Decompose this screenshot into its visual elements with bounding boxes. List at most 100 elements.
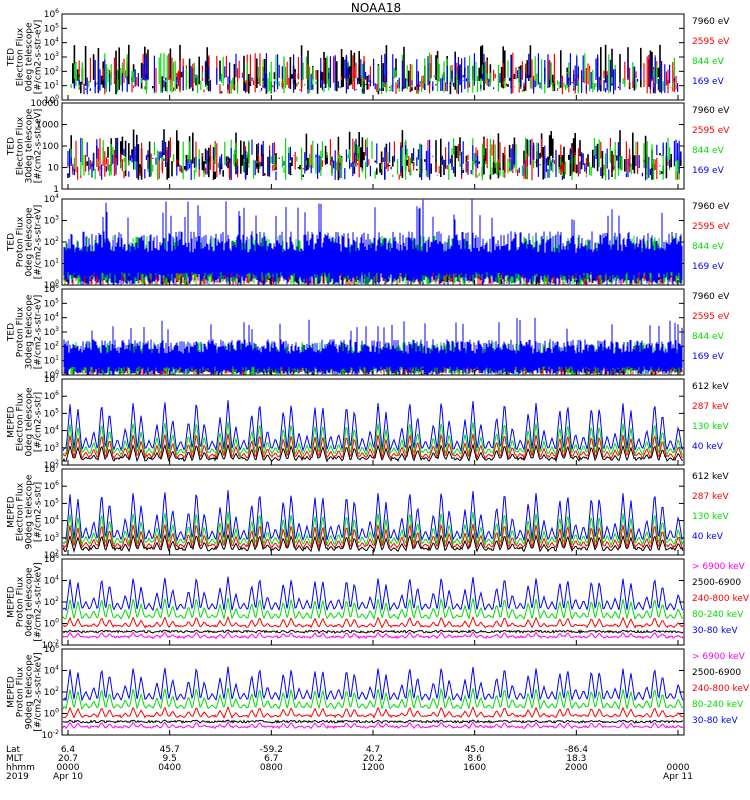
panel-7-series-0	[62, 631, 684, 640]
panel-4-ylabel-line-2: 30deg telescope	[25, 294, 35, 369]
panel-3-data	[63, 199, 683, 285]
panel-7-series-4	[62, 576, 684, 612]
time-row-1-value-2: 6.7	[264, 754, 278, 764]
panel-3-ytick-label-4: 104	[44, 193, 59, 205]
panel-5-ylabel-line-0: MEPED	[7, 406, 17, 438]
panel-7-series-2	[62, 615, 684, 629]
panel-8-legend-0: > 6900 keV	[692, 652, 746, 662]
panel-8-legend-1: 2500-6900	[692, 668, 741, 678]
panel-7-ytick-label-0: 10-2	[42, 639, 60, 651]
panel-5-series-0	[62, 442, 684, 463]
panel-3-ylabel: TED Proton Flux 0deg telescope [#/cm2-s-str…	[7, 205, 44, 280]
panel-5-ytick-label-0: 102	[44, 459, 59, 471]
panel-8-ytick-label-4: 106	[44, 643, 59, 655]
time-row-1-value-3: 20.2	[363, 754, 383, 764]
panel-6-ylabel: MEPED Electron Flux 90deg telescope [#/cm2-…	[7, 474, 44, 549]
panel-8-ylabel-line-3: [#/cm2-s-str-keV]	[34, 652, 44, 731]
panel-1-ytick-label-1: 101	[44, 80, 59, 92]
panel-4-data	[63, 317, 683, 375]
panel-7-ylabel-line-3: [#/cm2-s-str-keV]	[34, 562, 44, 641]
panel-3-legend-1: 2595 eV	[692, 222, 730, 232]
panel-7-ylabel-line-0: MEPED	[7, 586, 17, 618]
panel-2-ylabel-line-0: TED	[7, 137, 17, 156]
panel-8-ylabel: MEPED Proton Flux 90deg telescope [#/cm2-s-…	[7, 652, 44, 731]
panel-1-legend-3: 169 eV	[692, 77, 725, 87]
panel-8-series-4	[62, 666, 684, 702]
panel-3-series-3	[63, 199, 683, 285]
panel-7-legend-4: 30-80 keV	[692, 626, 738, 636]
panel-8-series-3	[62, 687, 684, 711]
panel-4-ylabel: TED Proton Flux 30deg telescope [#/cm2-s-st…	[7, 294, 44, 369]
panel-1-ylabel-line-2: 0deg telescope	[25, 22, 35, 92]
panel-3-legend-2: 844 eV	[692, 242, 725, 252]
panel-1-ytick-label-4: 104	[44, 37, 59, 49]
panel-5-legend-0: 612 keV	[692, 382, 729, 392]
panel-4-ytick-label-5: 105	[44, 297, 59, 309]
panel-4-legend-2: 844 eV	[692, 332, 725, 342]
panel-4-legend-0: 7960 eV	[692, 292, 730, 302]
panel-6-legend-3: 40 keV	[692, 532, 724, 542]
panel-1-ytick-label-3: 103	[44, 51, 59, 63]
panel-5-series-2	[62, 421, 684, 457]
chart-title: NOAA18	[351, 1, 401, 15]
panel-1-series-1	[70, 52, 677, 95]
panel-8-ytick-label-1: 100	[44, 708, 59, 720]
panel-6-ylabel-line-1: Electron Flux	[16, 482, 26, 541]
panel-7-series-1	[62, 629, 684, 635]
panel-1-ylabel: TED Electron Flux 0deg telescope [#/cm2-s-s…	[7, 20, 44, 95]
panel-6-data	[62, 490, 684, 554]
panel-8-ylabel-line-1: Proton Flux	[16, 666, 26, 717]
panel-8-legend-2: 240-800 keV	[692, 684, 750, 694]
panel-7-legend-3: 80-240 keV	[692, 610, 744, 620]
time-row-2-value-6: 0000	[667, 763, 690, 773]
panel-6-ylabel-line-3: [#/cm2-s-str]	[34, 482, 44, 542]
panel-7-ylabel: MEPED Proton Flux 0deg telescope [#/cm2-s-s…	[7, 562, 44, 641]
panel-6-legend-2: 130 keV	[692, 512, 729, 522]
panel-5-legend-3: 40 keV	[692, 442, 724, 452]
panel-3-ytick-label-1: 101	[44, 258, 59, 270]
time-row-1-value-0: 20.7	[58, 754, 78, 764]
panel-8-ytick-label-0: 10-2	[42, 729, 60, 741]
panel-4-ylabel-line-3: [#/cm2-s-str-eV]	[34, 295, 44, 370]
panel-2-series-0	[67, 137, 682, 181]
panel-4-ytick-label-1: 101	[44, 355, 59, 367]
panel-6-ytick-label-3: 105	[44, 497, 59, 509]
panel-5-ytick-label-2: 104	[44, 425, 59, 437]
panel-6-legend-0: 612 keV	[692, 472, 729, 482]
time-row-0-value-5: -86.4	[565, 745, 589, 755]
panel-4-series-3	[63, 317, 683, 375]
panel-7-series-3	[62, 597, 684, 621]
panel-6-series-2	[62, 511, 684, 548]
panel-8-ylabel-line-2: 90deg telescope	[25, 654, 35, 729]
panel-7-legend-1: 2500-6900	[692, 578, 741, 588]
panel-1-data	[70, 44, 679, 95]
panel-1-ylabel-line-3: [#/cm2-s-str-eV]	[34, 20, 44, 95]
time-row-2-value-3: 1200	[362, 763, 385, 773]
panel-4-ytick-label-3: 103	[44, 326, 59, 338]
panel-4-ytick-label-4: 104	[44, 312, 59, 324]
panel-2-series-3	[67, 129, 682, 181]
panel-2-ylabel-line-3: [#/cm2-s-str-eV]	[34, 109, 44, 184]
panel-6-ytick-label-2: 104	[44, 515, 59, 527]
time-row-2-value-4: 1600	[463, 763, 486, 773]
panel-6-ytick-label-5: 107	[44, 463, 59, 475]
time-row-1-value-5: 18.3	[566, 754, 586, 764]
panel-1-ytick-label-2: 102	[44, 65, 59, 77]
panel-7-legend-0: > 6900 keV	[692, 562, 746, 572]
panel-2-data	[67, 129, 682, 181]
panel-1-ytick-label-5: 105	[44, 22, 59, 34]
panel-4-legend-1: 2595 eV	[692, 312, 730, 322]
panel-1-ylabel-line-1: Electron Flux	[16, 27, 26, 86]
panel-2-ytick-label-4: 10000	[30, 99, 59, 109]
panel-6-ylabel-line-0: MEPED	[7, 496, 17, 528]
panel-1-ytick-label-0: 100	[44, 94, 59, 106]
panel-5-ytick-label-5: 107	[44, 373, 59, 385]
panel-3-ytick-label-2: 102	[44, 236, 59, 248]
panel-5-ytick-label-3: 105	[44, 407, 59, 419]
panel-6-series-1	[62, 523, 684, 551]
